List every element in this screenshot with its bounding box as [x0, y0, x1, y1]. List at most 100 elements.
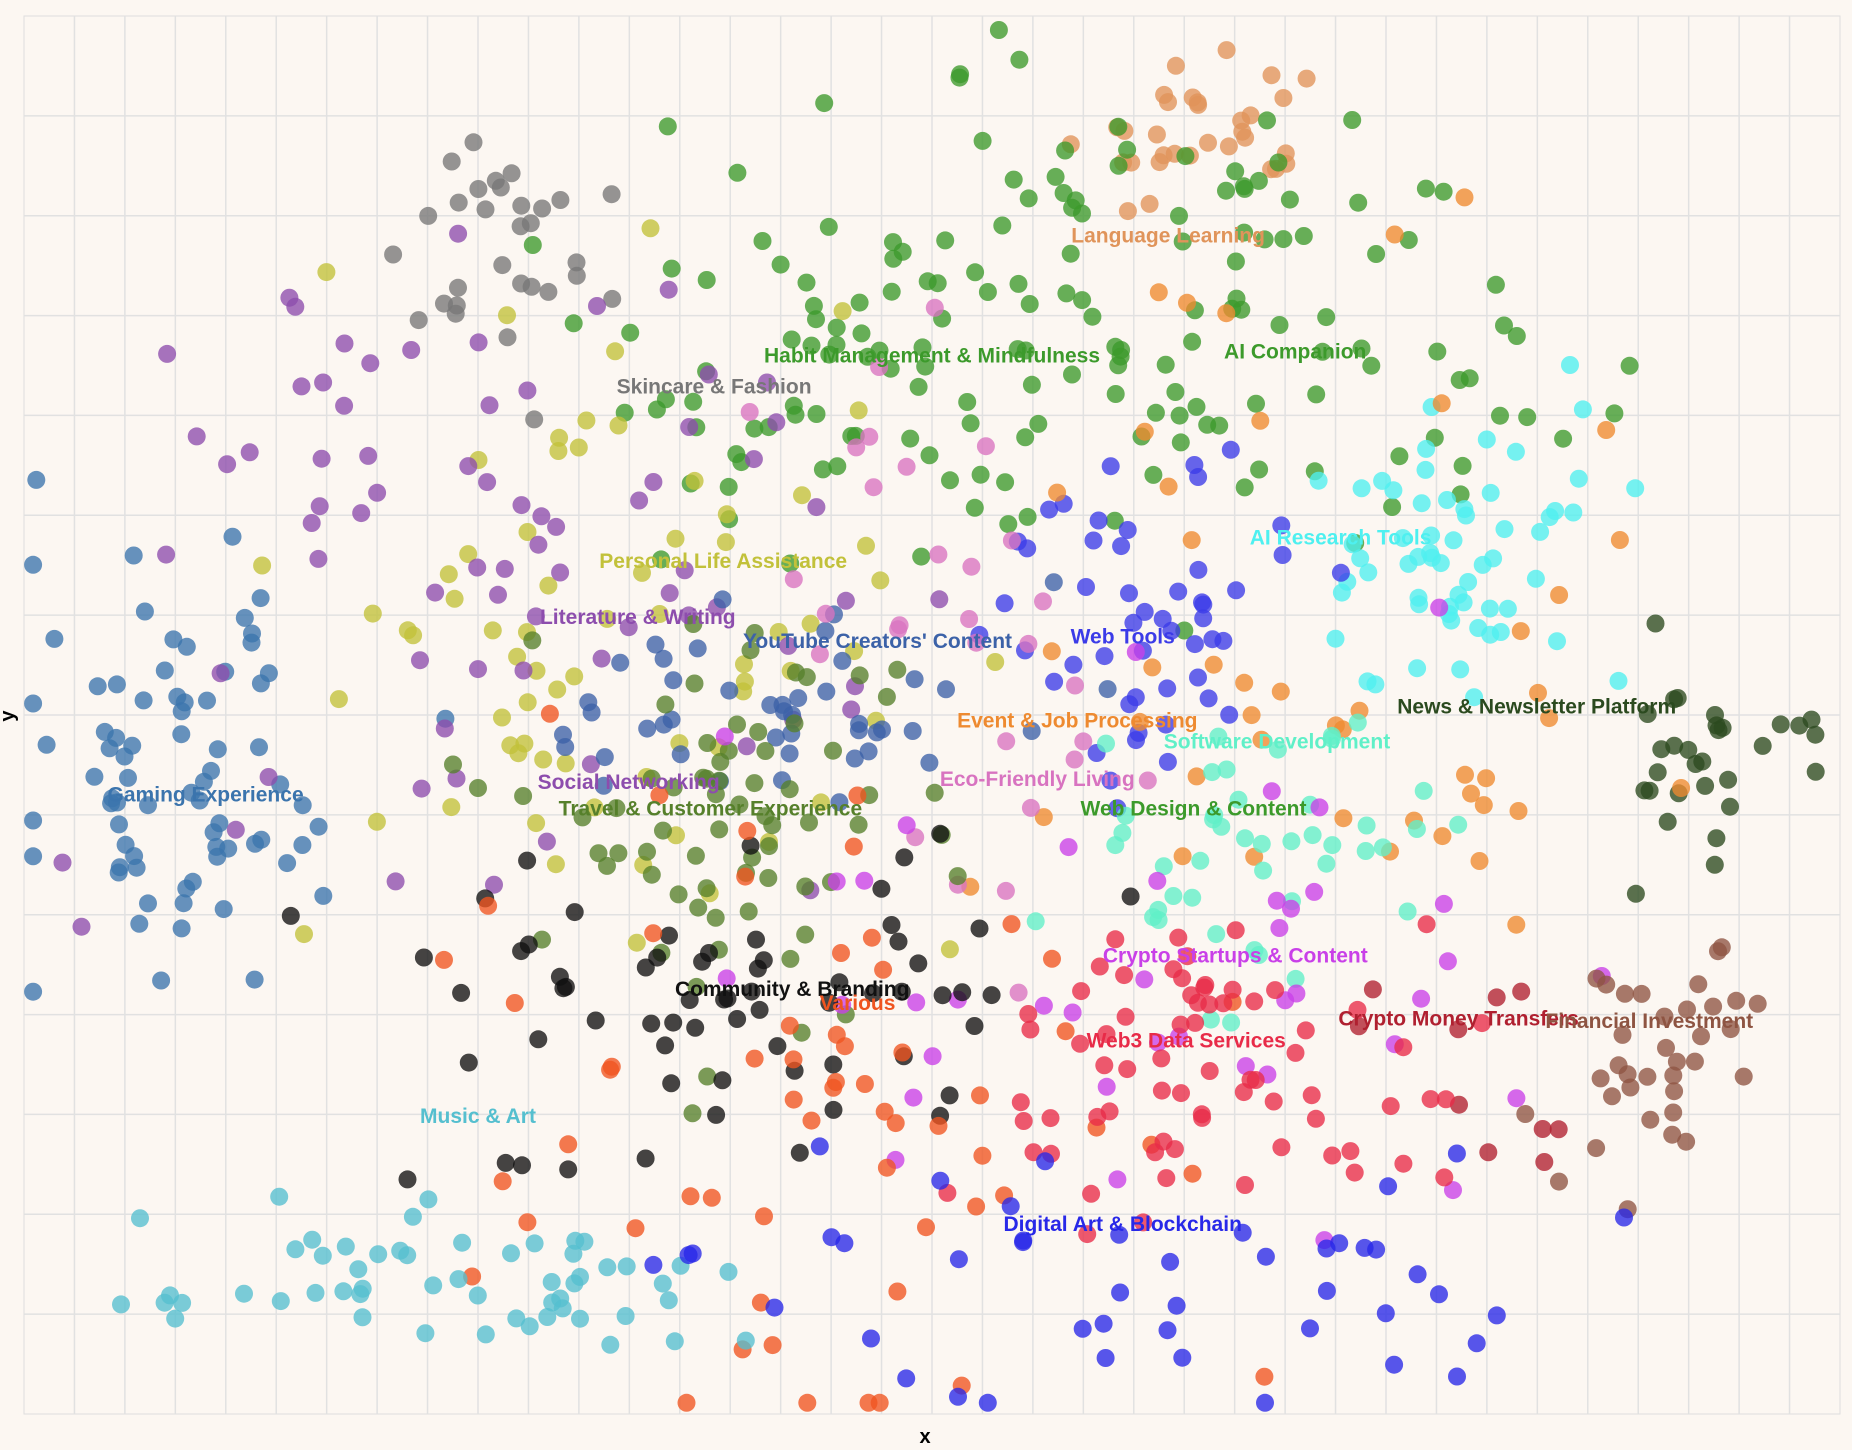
scatter-point	[1166, 56, 1185, 75]
scatter-point	[317, 263, 336, 282]
scatter-point	[617, 1257, 636, 1276]
scatter-point	[650, 786, 669, 805]
scatter-point	[745, 774, 764, 793]
scatter-point	[1357, 816, 1376, 835]
scatter-point	[518, 851, 537, 870]
scatter-point	[683, 1104, 702, 1123]
scatter-point	[801, 614, 820, 633]
scatter-point	[1066, 676, 1084, 695]
scatter-point	[1083, 307, 1102, 326]
scatter-point	[1009, 274, 1028, 293]
scatter-point	[1134, 1213, 1153, 1232]
scatter-point	[1245, 992, 1264, 1011]
scatter-point	[742, 982, 761, 1001]
scatter-point	[161, 1286, 179, 1305]
scatter-point	[700, 944, 718, 962]
scatter-point	[351, 1285, 370, 1304]
scatter-point	[781, 554, 800, 573]
scatter-point	[459, 457, 478, 476]
scatter-point	[832, 944, 850, 962]
scatter-point	[1802, 710, 1821, 729]
scatter-point	[710, 820, 729, 839]
scatter-point	[1393, 529, 1412, 548]
scatter-point	[1511, 622, 1530, 641]
scatter-point	[1059, 838, 1078, 857]
scatter-point	[139, 894, 157, 913]
scatter-point	[498, 306, 516, 325]
scatter-point	[1734, 1067, 1753, 1086]
scatter-point	[278, 854, 297, 873]
scatter-point	[1267, 891, 1286, 910]
scatter-point	[920, 753, 939, 772]
scatter-point	[1549, 1120, 1568, 1139]
scatter-point	[855, 871, 874, 890]
scatter-point	[767, 413, 786, 432]
cluster-label: Web Design & Content	[1081, 798, 1307, 821]
scatter-point	[449, 278, 467, 297]
cluster-label: Literature & Writing	[540, 606, 736, 629]
scatter-point	[335, 396, 354, 415]
scatter-point	[1082, 1184, 1101, 1203]
scatter-point	[1149, 900, 1168, 919]
scatter-point	[295, 925, 313, 944]
scatter-point	[369, 1245, 388, 1264]
scatter-point	[1009, 983, 1028, 1002]
scatter-point	[416, 1324, 435, 1343]
scatter-point	[1173, 232, 1192, 251]
scatter-point	[1447, 1144, 1466, 1163]
scatter-point	[800, 813, 818, 832]
scatter-point	[1264, 1092, 1283, 1111]
scatter-point	[164, 630, 183, 649]
scatter-point	[1540, 709, 1559, 728]
scatter-point	[1182, 531, 1201, 550]
scatter-point	[904, 1088, 923, 1107]
scatter-point	[633, 563, 651, 582]
scatter-point	[1407, 820, 1426, 838]
scatter-point	[937, 680, 955, 699]
scatter-point	[621, 323, 640, 342]
scatter-point	[971, 1086, 989, 1105]
scatter-point	[1194, 609, 1213, 628]
scatter-point	[1061, 244, 1080, 263]
scatter-point	[1417, 915, 1436, 934]
scatter-point	[1345, 1163, 1364, 1182]
scatter-point	[1106, 385, 1125, 403]
scatter-point	[1498, 599, 1517, 618]
scatter-point	[893, 242, 912, 261]
cluster-label: Web3 Data Services	[1087, 1030, 1286, 1053]
scatter-point	[763, 1336, 782, 1355]
scatter-point	[1430, 1285, 1448, 1304]
cluster-label: Software Development	[1164, 731, 1390, 754]
scatter-point	[662, 259, 681, 278]
scatter-point	[1188, 93, 1207, 112]
scatter-point	[1533, 1120, 1552, 1138]
scatter-point	[802, 336, 821, 355]
scatter-point	[1343, 111, 1362, 129]
scatter-point	[1272, 1138, 1291, 1157]
scatter-point	[1078, 1225, 1097, 1244]
scatter-point	[107, 728, 126, 747]
scatter-point	[1167, 1296, 1186, 1315]
scatter-point	[1270, 919, 1289, 937]
scatter-point	[529, 535, 548, 554]
scatter-point	[685, 471, 704, 490]
scatter-point	[459, 545, 478, 564]
scatter-point	[1183, 888, 1202, 907]
scatter-point	[1474, 796, 1493, 815]
scatter-point	[1135, 422, 1154, 441]
scatter-point	[571, 1309, 589, 1328]
scatter-point	[486, 171, 505, 190]
scatter-point	[402, 341, 421, 359]
scatter-point	[551, 191, 570, 209]
scatter-point	[850, 666, 869, 685]
scatter-point	[1135, 602, 1154, 621]
scatter-point	[523, 236, 542, 254]
scatter-point	[1516, 1105, 1535, 1123]
scatter-point	[820, 345, 839, 364]
scatter-point	[1421, 1090, 1440, 1109]
scatter-point	[925, 783, 944, 802]
scatter-point	[302, 514, 321, 532]
cluster-label: Crypto Startups & Content	[1103, 944, 1368, 967]
cluster-label: AI Companion	[1224, 340, 1366, 363]
